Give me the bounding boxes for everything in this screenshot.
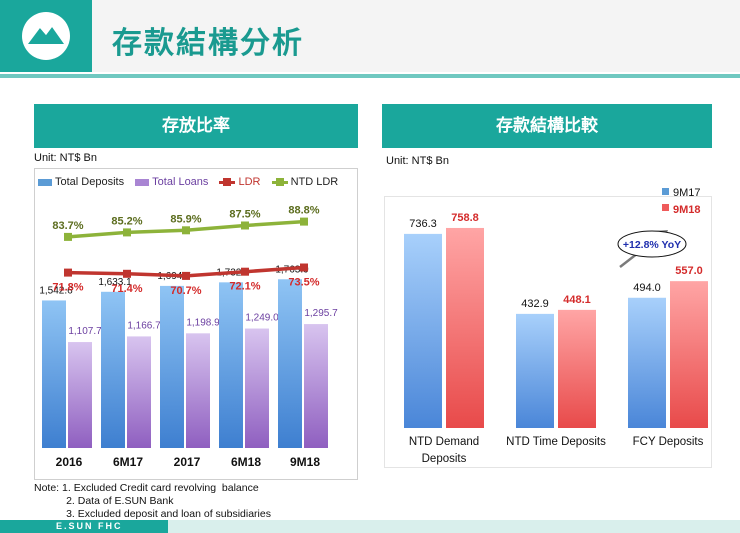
right-chart-svg: 9M17 9M18 736.3 758.8 NTD Demand Deposits 432.… bbox=[404, 187, 708, 465]
legend-ldr-label: LDR bbox=[238, 176, 261, 189]
legend-ntd-ldr: NTD LDR bbox=[271, 176, 339, 189]
bar-9m18-value-label: 758.8 bbox=[451, 212, 479, 224]
footer-brand-bar bbox=[0, 520, 168, 533]
ldr-point bbox=[182, 226, 190, 235]
ldr-value-label: 85.9% bbox=[170, 213, 201, 225]
deposits-bar bbox=[160, 285, 184, 448]
x-tick-label: 6M18 bbox=[231, 455, 261, 469]
loans-bar bbox=[186, 333, 210, 448]
ntd-ldr-line-icon bbox=[271, 177, 288, 186]
legend-ldr: LDR bbox=[219, 176, 261, 189]
mountain-logo-icon bbox=[22, 12, 70, 60]
loans-swatch-icon bbox=[135, 178, 150, 186]
footnote-line: 3. Excluded deposit and loan of subsidia… bbox=[34, 508, 271, 520]
left-chart-svg: 1,542.61,107.720161,633.11,166.76M171,69… bbox=[39, 205, 338, 469]
ldr-value-label: 71.4% bbox=[111, 283, 142, 295]
bar-9m17 bbox=[516, 313, 554, 428]
deposits-value-label: 1,633.1 bbox=[98, 277, 132, 288]
x-tick-label: 9M18 bbox=[290, 455, 320, 469]
loans-bar bbox=[68, 342, 92, 448]
ldr-point bbox=[123, 228, 131, 237]
bar-9m18-value-label: 557.0 bbox=[675, 265, 703, 277]
loans-value-label: 1,295.7 bbox=[304, 308, 338, 319]
bar-9m18-value-label: 448.1 bbox=[563, 294, 591, 306]
deposits-bar bbox=[278, 279, 302, 448]
legend-deposits-label: Total Deposits bbox=[55, 176, 125, 189]
loans-value-label: 1,249.0 bbox=[245, 313, 279, 324]
x-tick-label: FCY Deposits bbox=[633, 436, 704, 448]
legend-ntd-ldr-label: NTD LDR bbox=[290, 176, 339, 189]
x-tick-label: 2016 bbox=[56, 455, 83, 469]
x-tick-label: 2017 bbox=[174, 455, 201, 469]
x-tick-label: 6M17 bbox=[113, 455, 143, 469]
ldr-value-label: 71.8% bbox=[52, 282, 83, 294]
ldr-line-icon bbox=[219, 177, 236, 186]
deposits-value-label: 1,542.6 bbox=[39, 285, 73, 296]
legend-9m17-label: 9M17 bbox=[673, 187, 701, 199]
x-tick-label: NTD Time Deposits bbox=[506, 436, 606, 448]
right-panel-title: 存款結構比較 bbox=[382, 104, 712, 148]
left-legend: Total Deposits Total Loans LDR NTD LDR bbox=[38, 176, 346, 188]
logo-box bbox=[0, 0, 92, 72]
loans-value-label: 1,166.7 bbox=[127, 320, 161, 331]
bar-9m17-value-label: 736.3 bbox=[409, 218, 437, 230]
loans-value-label: 1,198.9 bbox=[186, 317, 220, 328]
ldr-point bbox=[123, 269, 131, 278]
bar-9m17 bbox=[404, 233, 442, 428]
bar-9m17-value-label: 494.0 bbox=[633, 282, 661, 294]
ldr-point bbox=[64, 232, 72, 241]
page-title: 存款結構分析 bbox=[112, 26, 304, 61]
deposits-swatch-icon bbox=[38, 178, 52, 186]
footer-brand: E.SUN FHC bbox=[56, 521, 123, 531]
footnote-line: 2. Data of E.SUN Bank bbox=[34, 495, 174, 507]
yoy-callout-bubble bbox=[617, 230, 687, 258]
bar-9m18 bbox=[670, 281, 708, 428]
loans-bar bbox=[127, 336, 151, 448]
ldr-value-label: 70.7% bbox=[170, 285, 201, 297]
loans-value-label: 1,107.7 bbox=[68, 326, 102, 337]
legend-9m17-swatch-icon bbox=[662, 188, 669, 195]
ldr-value-label: 88.8% bbox=[288, 205, 319, 217]
ldr-point bbox=[241, 267, 249, 276]
ldr-value-label: 73.5% bbox=[288, 277, 319, 289]
bar-9m18 bbox=[558, 309, 596, 428]
loans-bar bbox=[245, 328, 269, 448]
ldr-point bbox=[182, 271, 190, 280]
ldr-point bbox=[300, 263, 308, 272]
left-unit-label: Unit: NT$ Bn bbox=[34, 152, 97, 164]
bar-9m18 bbox=[446, 227, 484, 428]
header-divider bbox=[0, 74, 740, 78]
ldr-point bbox=[300, 217, 308, 226]
right-unit-label: Unit: NT$ Bn bbox=[386, 155, 449, 167]
x-tick-label: NTD Demand bbox=[409, 436, 479, 448]
footnotes: Note: 1. Excluded Credit card revolving … bbox=[34, 482, 271, 521]
legend-total-deposits: Total Deposits bbox=[38, 176, 124, 188]
legend-total-loans: Total Loans bbox=[135, 176, 208, 188]
ldr-point bbox=[64, 268, 72, 277]
legend-9m18-label: 9M18 bbox=[673, 204, 701, 216]
yoy-callout-text: +12.8% YoY bbox=[623, 239, 681, 251]
footnote-line: Note: 1. Excluded Credit card revolving … bbox=[34, 482, 259, 494]
deposits-bar bbox=[101, 291, 125, 448]
ldr-value-label: 72.1% bbox=[229, 281, 260, 293]
ldr-point bbox=[241, 221, 249, 230]
loans-bar bbox=[304, 324, 328, 448]
legend-9m18-swatch-icon bbox=[662, 204, 669, 211]
ldr-value-label: 83.7% bbox=[52, 220, 83, 232]
bar-9m17 bbox=[628, 297, 666, 428]
deposits-bar bbox=[219, 282, 243, 448]
deposits-bar bbox=[42, 300, 66, 448]
title-bar bbox=[92, 0, 740, 72]
left-panel-title: 存放比率 bbox=[34, 104, 358, 148]
legend-loans-label: Total Loans bbox=[152, 176, 209, 189]
ldr-value-label: 87.5% bbox=[229, 209, 260, 221]
bar-9m17-value-label: 432.9 bbox=[521, 298, 549, 310]
footer-bar bbox=[0, 520, 740, 533]
ldr-value-label: 85.2% bbox=[111, 215, 142, 227]
x-tick-label: Deposits bbox=[422, 453, 467, 465]
